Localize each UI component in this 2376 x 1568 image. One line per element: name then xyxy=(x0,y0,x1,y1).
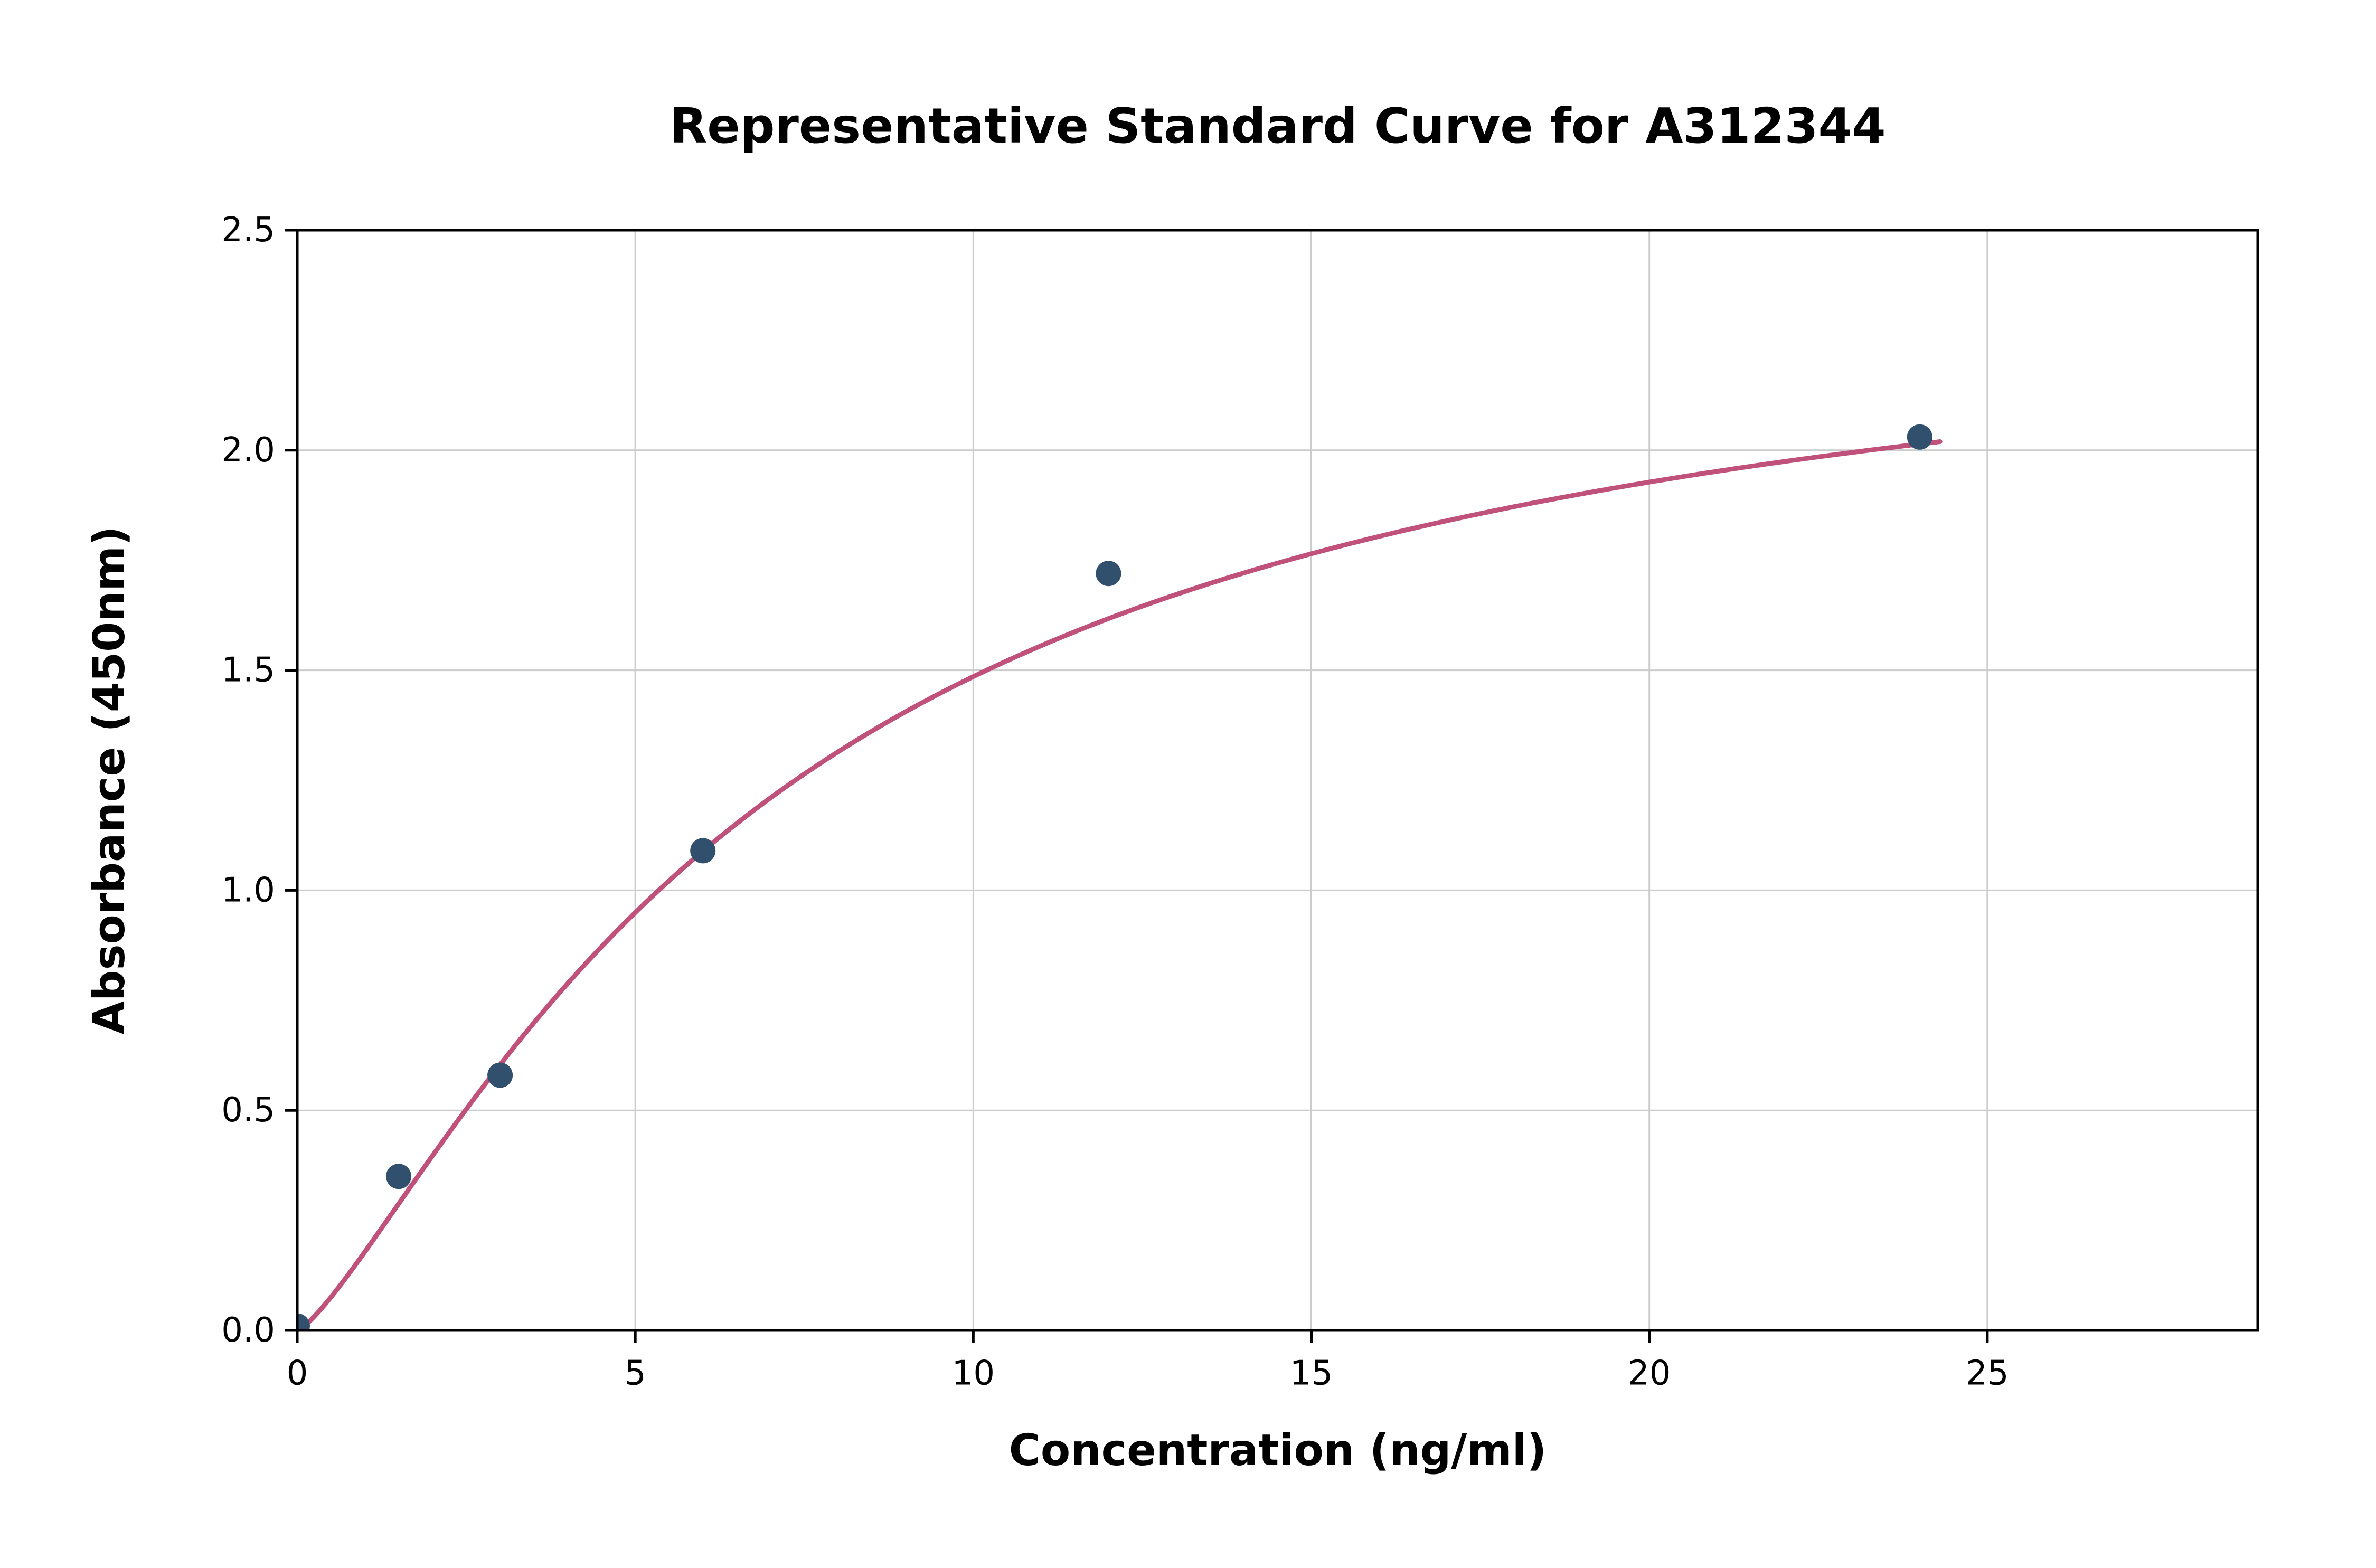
data-point xyxy=(297,1313,310,1330)
plot-border xyxy=(296,229,2259,1332)
x-tick-label: 0 xyxy=(287,1354,308,1393)
x-tick-label: 10 xyxy=(952,1354,995,1393)
y-tick-label: 2.0 xyxy=(221,431,275,470)
x-axis-label: Concentration (ng/ml) xyxy=(1009,1425,1547,1476)
data-series xyxy=(297,424,1943,1330)
data-point xyxy=(1907,424,1932,450)
data-point xyxy=(386,1164,412,1189)
fit-curve xyxy=(297,439,1943,1330)
data-point xyxy=(1096,561,1121,587)
plot-area xyxy=(297,230,2258,1330)
x-tick-label: 20 xyxy=(1628,1354,1671,1393)
y-tick-label: 1.5 xyxy=(221,651,275,690)
axis-ticks: 0 5 10 15 20 25 0.0 0.5 1.0 1.5 2.0 2.5 xyxy=(221,211,2009,1393)
y-tick-label: 2.5 xyxy=(221,211,275,250)
x-tick-label: 15 xyxy=(1290,1354,1333,1393)
x-tick-label: 25 xyxy=(1966,1354,2009,1393)
y-tick-label: 1.0 xyxy=(221,871,275,910)
chart-title: Representative Standard Curve for A31234… xyxy=(670,98,1885,154)
x-tick-label: 5 xyxy=(625,1354,646,1393)
y-tick-label: 0.0 xyxy=(221,1311,275,1350)
data-point xyxy=(690,838,716,864)
data-point xyxy=(487,1062,513,1088)
y-tick-label: 0.5 xyxy=(221,1091,275,1130)
y-axis-label: Absorbance (450nm) xyxy=(84,526,135,1035)
